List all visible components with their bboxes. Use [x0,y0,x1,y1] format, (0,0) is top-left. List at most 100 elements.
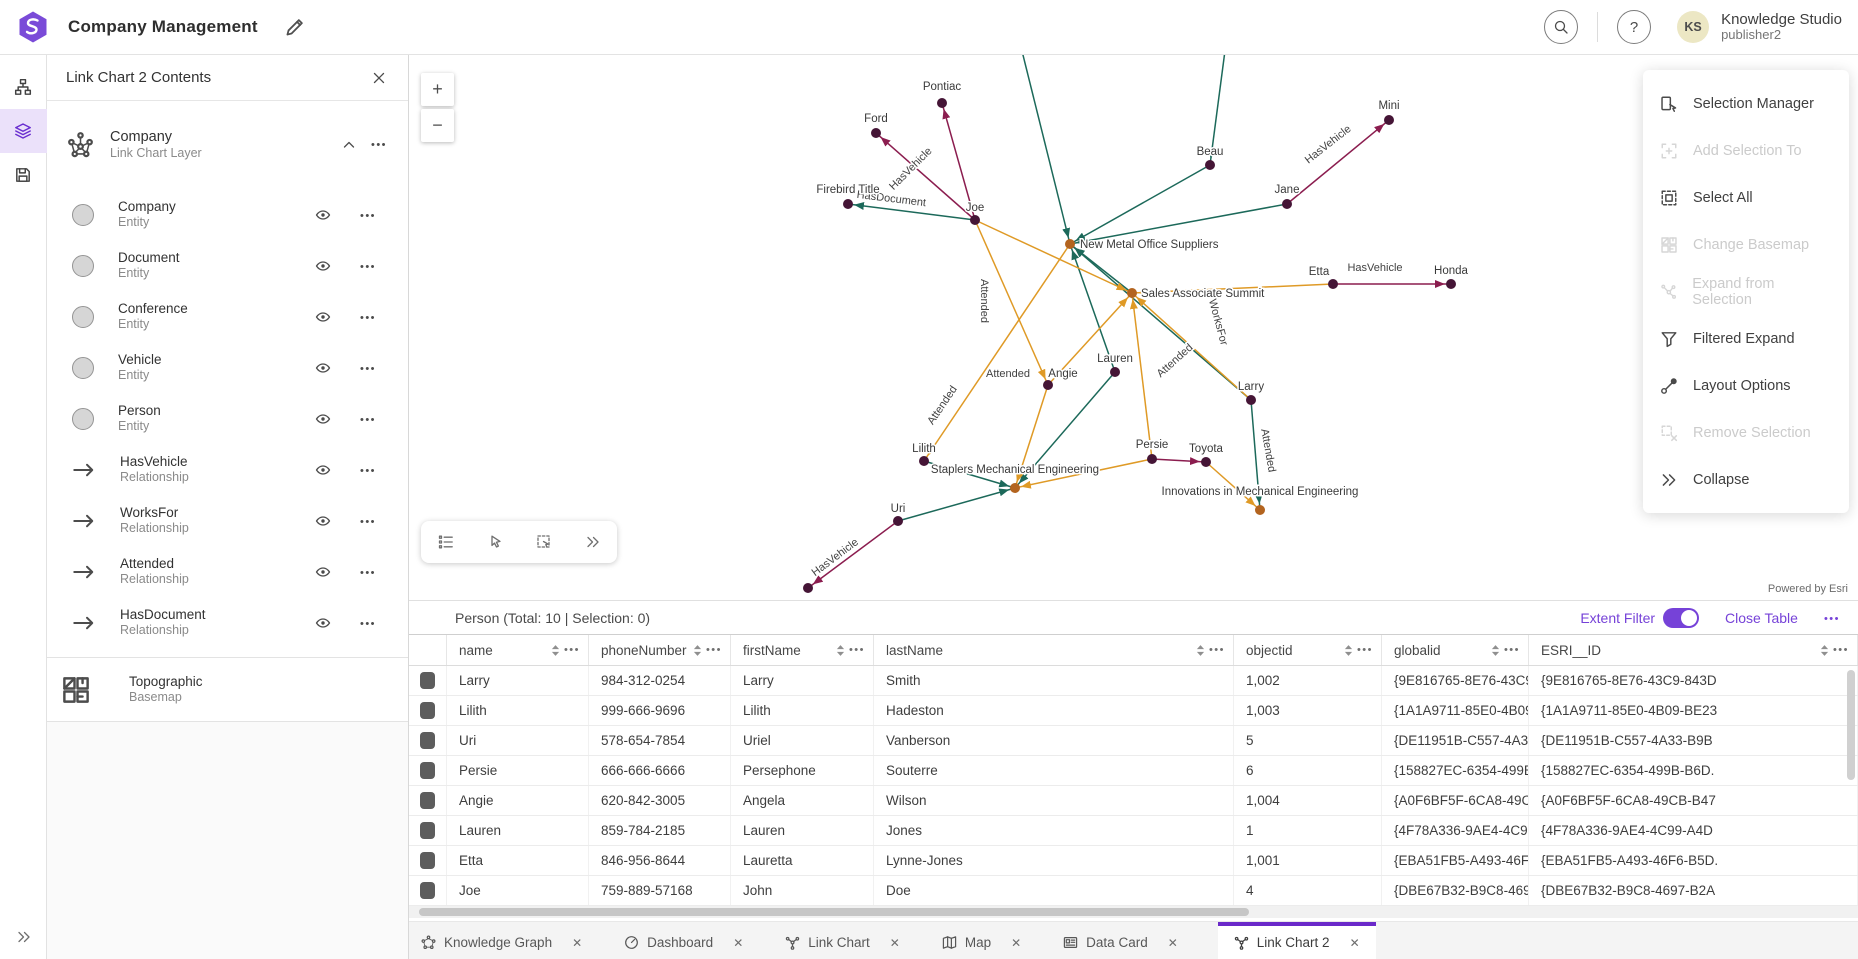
row-checkbox[interactable] [420,762,435,779]
tab-close-icon[interactable]: ✕ [889,935,900,950]
layer-item-menu-button[interactable]: ••• [348,564,388,579]
graph-node[interactable] [970,215,980,225]
graph-edge[interactable] [1250,399,1263,511]
column-menu-icon[interactable]: ••• [1208,644,1225,656]
visibility-toggle-button[interactable] [308,455,338,485]
layer-item-conference[interactable]: Conference Entity ••• [47,291,408,342]
tab-close-icon[interactable]: ✕ [1349,935,1360,950]
row-checkbox[interactable] [420,702,435,719]
row-select-cell[interactable] [409,816,447,845]
visibility-toggle-button[interactable] [308,557,338,587]
row-select-cell[interactable] [409,696,447,725]
graph-node[interactable] [1065,239,1075,249]
layer-item-menu-button[interactable]: ••• [348,207,388,222]
layer-item-attended[interactable]: Attended Relationship ••• [47,546,408,597]
menu-item-collapse[interactable]: Collapse [1643,456,1849,503]
visibility-toggle-button[interactable] [308,404,338,434]
tab-knowledge-graph[interactable]: Knowledge Graph ✕ [419,922,584,959]
save-button[interactable] [0,153,47,197]
table-row[interactable]: Lilith 999-666-9696 Lilith Hadeston 1,003 {1A… [409,696,1858,726]
graph-edge[interactable] [1069,203,1288,246]
graph-node[interactable] [1282,199,1292,209]
visibility-toggle-button[interactable] [308,251,338,281]
column-header-lastname[interactable]: lastName ••• [874,635,1234,665]
basemap-row[interactable]: Topographic Basemap [47,658,408,721]
graph-edge[interactable] [1069,243,1116,373]
layer-item-person[interactable]: Person Entity ••• [47,393,408,444]
sort-icon[interactable] [1491,644,1500,657]
graph-node[interactable] [1384,115,1394,125]
graph-edge[interactable] [941,102,976,221]
column-header-objectid[interactable]: objectid ••• [1234,635,1382,665]
close-table-button[interactable]: Close Table [1725,609,1798,626]
row-checkbox[interactable] [420,882,435,899]
table-row[interactable]: Joe 759-889-57168 John Doe 4 {DBE67B32-B9C8-4… [409,876,1858,906]
tab-map[interactable]: Map ✕ [940,922,1023,959]
visibility-toggle-button[interactable] [308,200,338,230]
collapse-group-button[interactable] [334,130,364,160]
graph-edge[interactable] [847,202,976,221]
sort-icon[interactable] [1344,644,1353,657]
extent-filter-toggle[interactable] [1663,607,1700,628]
graph-edge[interactable] [1129,292,1153,460]
menu-item-filtered-expand[interactable]: Filtered Expand [1643,315,1849,362]
graph-edge[interactable] [1286,119,1390,205]
column-menu-icon[interactable]: ••• [563,644,580,656]
row-checkbox[interactable] [420,792,435,809]
graph-node[interactable] [871,128,881,138]
table-row[interactable]: Etta 846-956-8644 Lauretta Lynne-Jones 1,001… [409,846,1858,876]
layer-item-menu-button[interactable]: ••• [348,513,388,528]
graph-edge[interactable] [974,219,1133,294]
menu-item-select-all[interactable]: Select All [1643,174,1849,221]
column-menu-icon[interactable]: ••• [1832,644,1849,656]
layer-group-menu-button[interactable]: ••• [364,130,394,160]
visibility-toggle-button[interactable] [308,608,338,638]
column-header-globalid[interactable]: globalid ••• [1382,635,1529,665]
menu-item-layout-options[interactable]: Layout Options [1643,362,1849,409]
tab-close-icon[interactable]: ✕ [572,935,583,950]
tab-link-chart[interactable]: Link Chart ✕ [783,922,902,959]
graph-edge[interactable] [1020,55,1071,245]
table-vertical-scrollbar[interactable] [1846,668,1856,904]
zoom-out-button[interactable]: − [421,109,454,142]
legend-list-button[interactable] [431,527,461,557]
column-menu-icon[interactable]: ••• [1503,644,1520,656]
graph-edge[interactable] [807,520,899,589]
graph-node[interactable] [1255,505,1265,515]
graph-node[interactable] [1246,395,1256,405]
layer-item-menu-button[interactable]: ••• [348,411,388,426]
graph-node[interactable] [1205,160,1215,170]
row-select-cell[interactable] [409,786,447,815]
select-pointer-button[interactable] [480,527,510,557]
layer-item-hasvehicle[interactable]: HasVehicle Relationship ••• [47,444,408,495]
toolbar-expand-button[interactable] [578,527,608,557]
row-select-cell[interactable] [409,846,447,875]
graph-edge[interactable] [923,243,1071,462]
graph-edge[interactable] [1047,292,1133,386]
graph-node[interactable] [1328,279,1338,289]
layer-item-menu-button[interactable]: ••• [348,360,388,375]
layer-item-worksfor[interactable]: WorksFor Relationship ••• [47,495,408,546]
scrollbar-thumb[interactable] [419,908,1249,916]
rail-expand-button[interactable] [0,923,47,951]
row-checkbox[interactable] [420,852,435,869]
layer-item-menu-button[interactable]: ••• [348,615,388,630]
scrollbar-thumb[interactable] [1847,670,1855,780]
graph-edge[interactable] [1069,243,1252,401]
link-chart-graph[interactable]: HasVehicle HasVehicle HasVehicle HasVehicle… [409,55,1858,600]
column-header-firstname[interactable]: firstName ••• [731,635,874,665]
menu-item-selection-manager[interactable]: Selection Manager [1643,80,1849,127]
graph-edge[interactable] [974,219,1049,386]
graph-node[interactable] [919,456,929,466]
visibility-toggle-button[interactable] [308,506,338,536]
row-select-cell[interactable] [409,876,447,905]
graph-edge[interactable] [897,487,1016,522]
graph-edge[interactable] [1014,371,1116,489]
row-checkbox[interactable] [420,732,435,749]
column-menu-icon[interactable]: ••• [1356,644,1373,656]
graph-node[interactable] [893,516,903,526]
table-menu-button[interactable]: ••• [1824,610,1840,625]
graph-node[interactable] [1127,288,1137,298]
marquee-select-button[interactable] [529,527,559,557]
tab-data-card[interactable]: Data Card ✕ [1061,922,1180,959]
